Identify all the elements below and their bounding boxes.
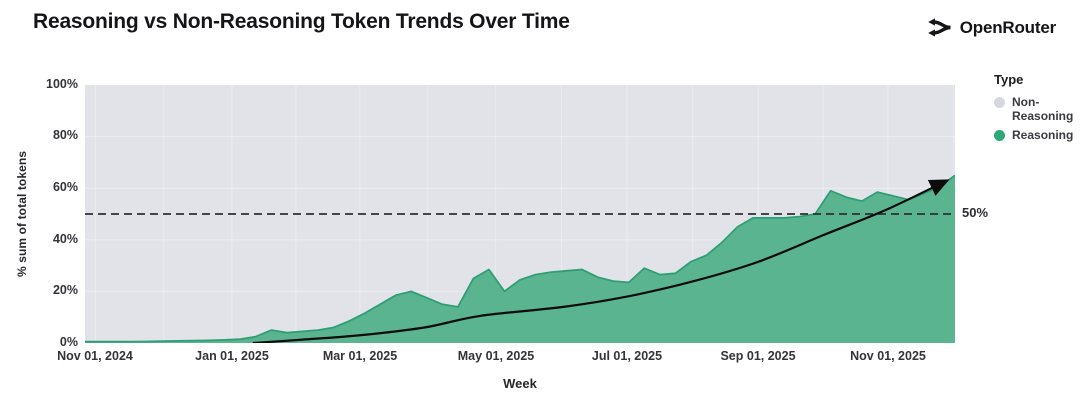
fifty-percent-label: 50% xyxy=(962,205,989,220)
y-tick-60: 60% xyxy=(52,180,78,194)
legend-label-reasoning: Reasoning xyxy=(1012,127,1074,142)
x-tick-nov25: Nov 01, 2025 xyxy=(850,349,926,363)
y-tick-100: 100% xyxy=(46,77,78,91)
openrouter-logo[interactable]: OpenRouter xyxy=(927,17,1056,38)
legend-item-reasoning[interactable]: Reasoning xyxy=(994,127,1076,143)
x-axis-title: Week xyxy=(503,376,537,391)
y-tick-80: 80% xyxy=(52,128,78,142)
y-tick-0: 0% xyxy=(59,335,78,349)
legend-item-non-reasoning[interactable]: Non-Reasoning xyxy=(994,95,1076,124)
page-title: Reasoning vs Non-Reasoning Token Trends … xyxy=(33,10,570,33)
trend-arrow-line xyxy=(252,179,950,345)
y-tick-20: 20% xyxy=(52,283,78,297)
legend-label-non-reasoning: Non-Reasoning xyxy=(1012,95,1074,123)
legend-title: Type xyxy=(994,72,1024,87)
x-tick-sep25: Sep 01, 2025 xyxy=(720,349,796,363)
x-tick-mar25: Mar 01, 2025 xyxy=(322,349,398,363)
openrouter-wordmark: OpenRouter xyxy=(959,17,1056,37)
legend: Type Non-Reasoning Reasoning xyxy=(994,72,1076,147)
reasoning-area-series xyxy=(85,174,956,343)
y-tick-40: 40% xyxy=(52,232,78,246)
plot-area[interactable] xyxy=(85,85,956,345)
x-tick-nov24: Nov 01, 2024 xyxy=(57,349,133,363)
reasoning-swatch-icon xyxy=(994,129,1005,141)
stacked-area-chart xyxy=(85,85,956,345)
x-tick-may25: May 01, 2025 xyxy=(457,349,535,363)
x-tick-jan25: Jan 01, 2025 xyxy=(195,349,269,363)
non-reasoning-swatch-icon xyxy=(994,97,1005,108)
x-tick-jul25: Jul 01, 2025 xyxy=(591,349,663,363)
openrouter-icon xyxy=(927,18,951,37)
y-axis-title: % sum of total tokens xyxy=(15,150,29,278)
